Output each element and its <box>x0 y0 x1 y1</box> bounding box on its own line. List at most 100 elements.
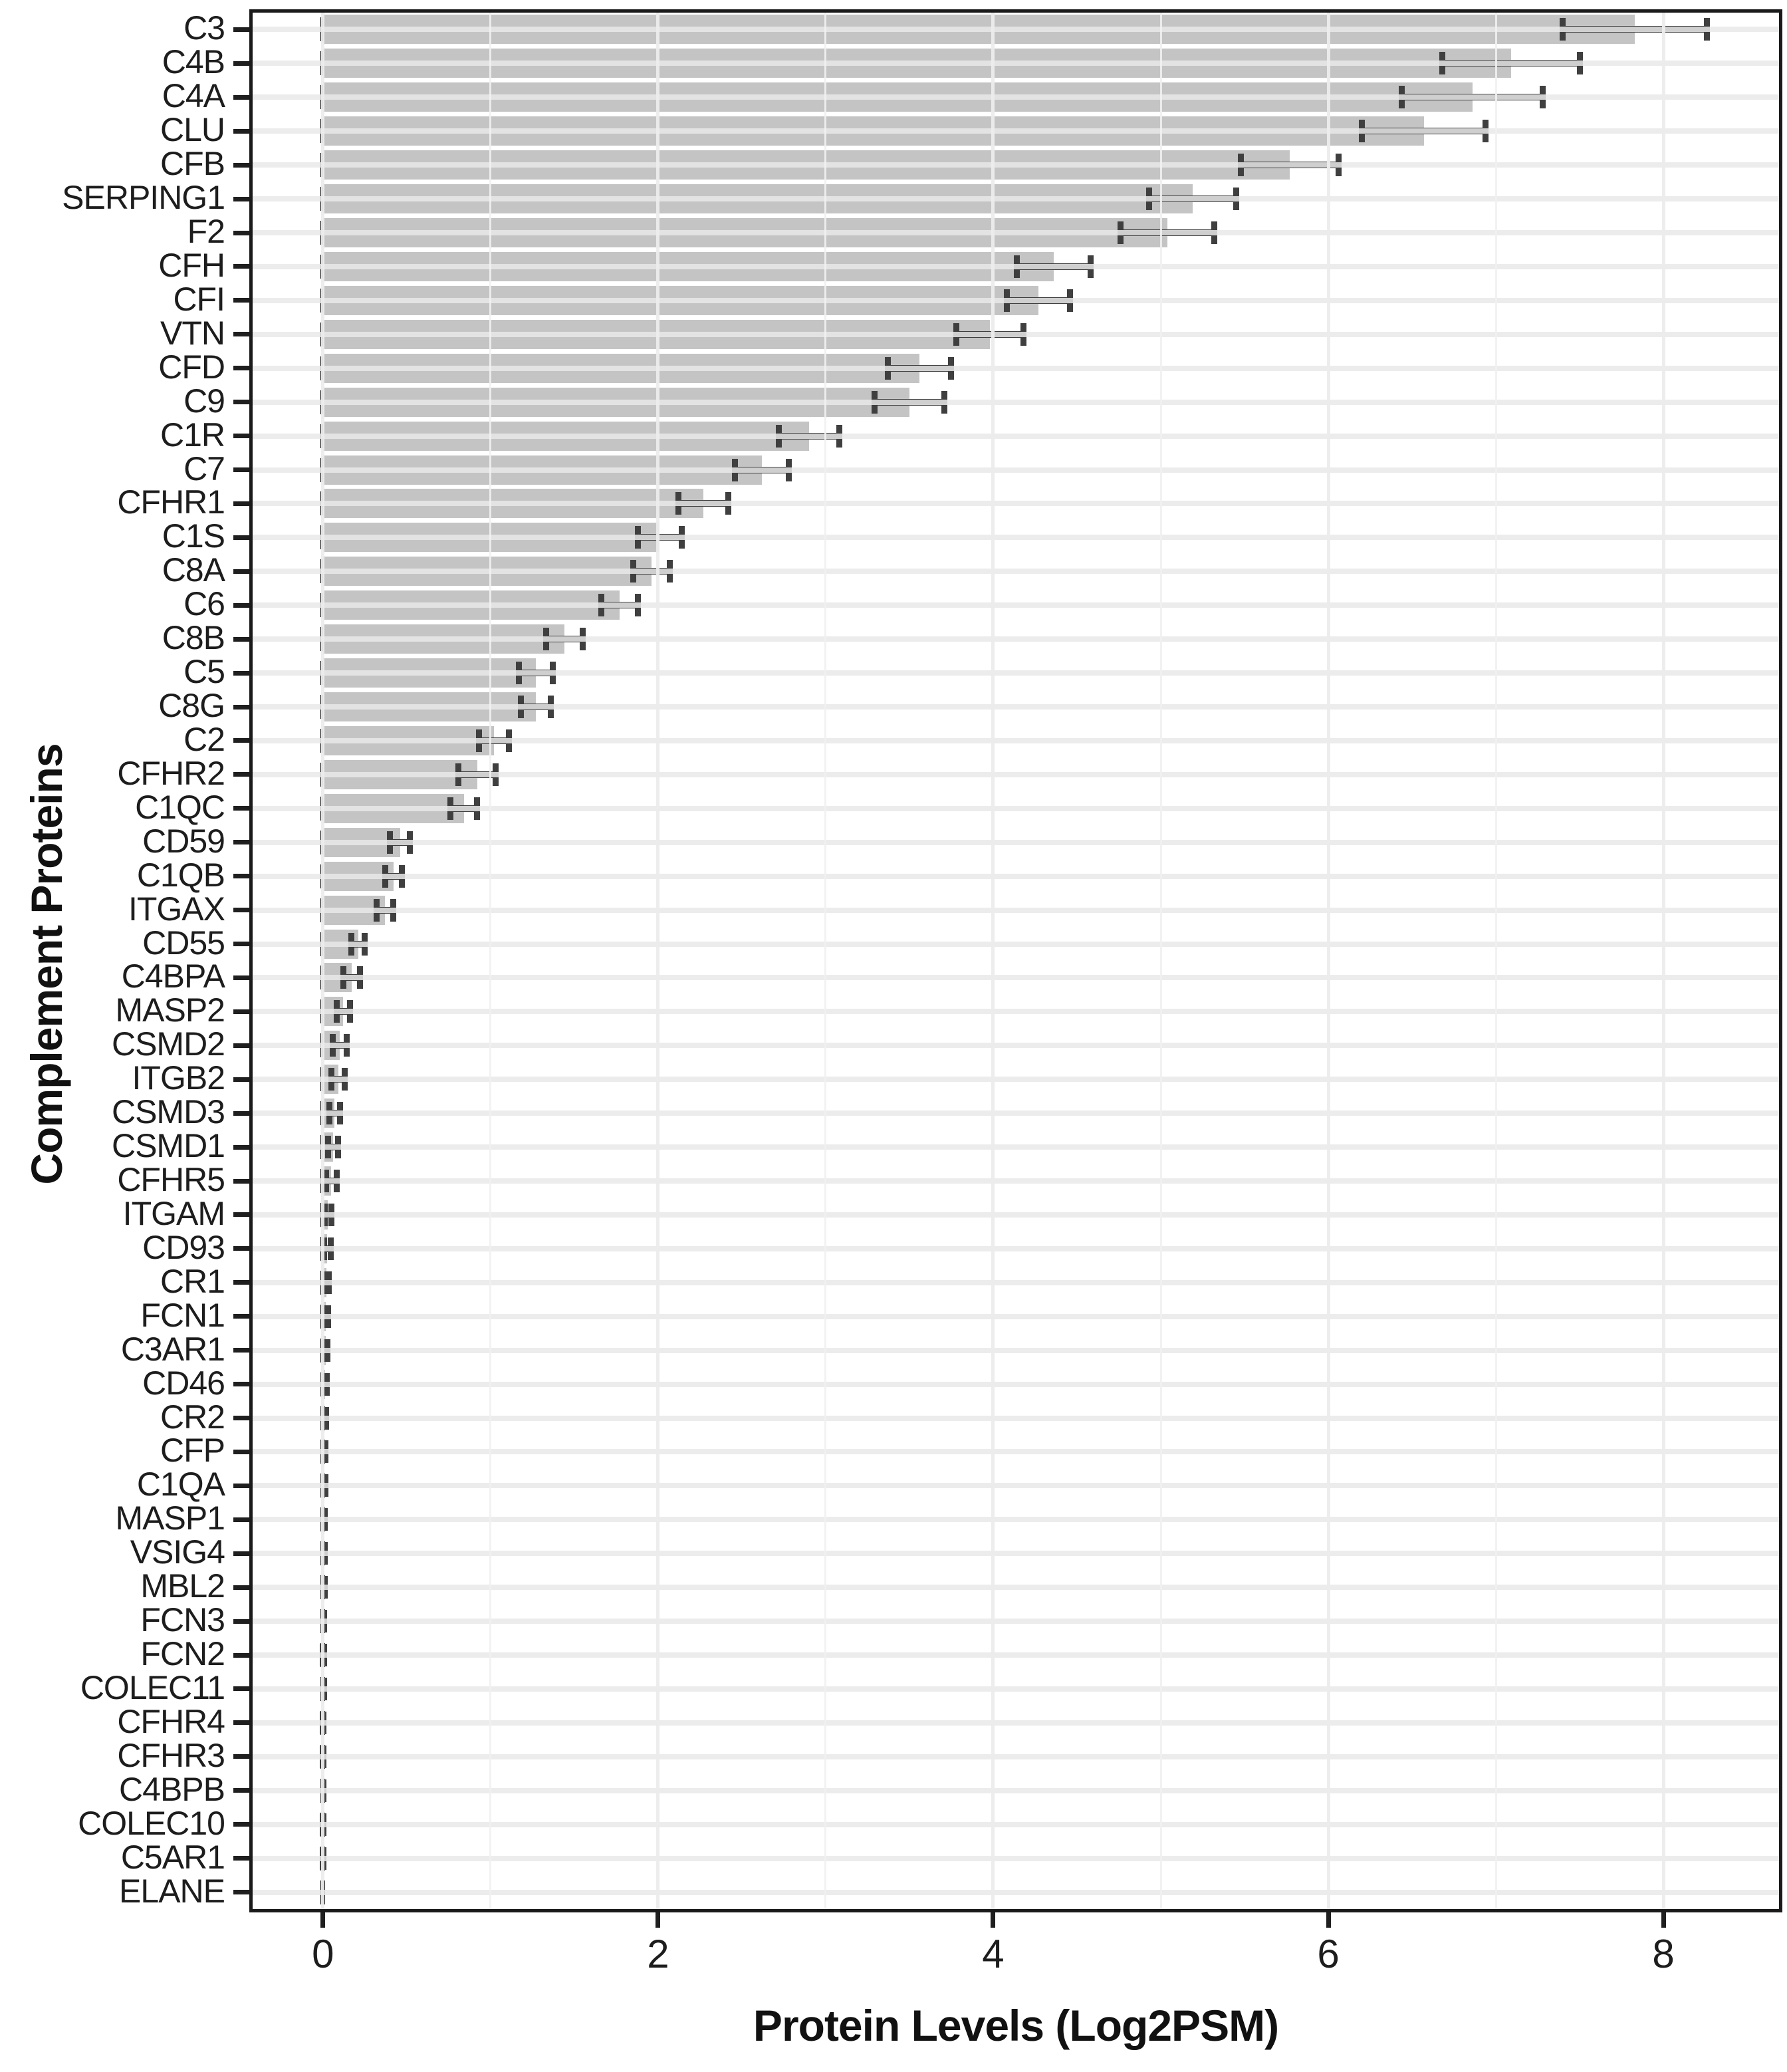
y-tick-mark <box>233 434 249 439</box>
y-tick-label: CFI <box>173 280 225 318</box>
y-tick-label: CSMD2 <box>111 1025 225 1063</box>
horizontal-gridline <box>253 771 1779 777</box>
horizontal-gridline <box>253 737 1779 743</box>
x-tick-mark <box>1661 1912 1666 1928</box>
horizontal-gridline <box>253 704 1779 710</box>
y-tick-label: CD59 <box>142 822 225 860</box>
y-tick-mark <box>233 738 249 743</box>
y-tick-label: C4BPB <box>119 1770 225 1808</box>
horizontal-gridline <box>253 1415 1779 1421</box>
y-tick-label: C1R <box>160 416 225 453</box>
horizontal-gridline <box>253 1889 1779 1895</box>
y-tick-mark <box>233 1551 249 1556</box>
horizontal-gridline <box>253 1279 1779 1285</box>
y-tick-label: C8A <box>162 551 225 589</box>
horizontal-gridline <box>253 433 1779 439</box>
y-tick-mark <box>233 1619 249 1624</box>
y-tick-mark <box>233 1585 249 1590</box>
horizontal-gridline <box>253 94 1779 100</box>
y-tick-mark <box>233 366 249 371</box>
horizontal-gridline <box>253 1787 1779 1793</box>
horizontal-gridline <box>253 61 1779 66</box>
horizontal-gridline <box>253 331 1779 337</box>
horizontal-gridline <box>253 636 1779 642</box>
horizontal-gridline <box>253 1347 1779 1353</box>
horizontal-gridline <box>253 1686 1779 1692</box>
horizontal-gridline <box>253 535 1779 541</box>
y-tick-label: C5AR1 <box>120 1838 225 1876</box>
y-tick-label: C8B <box>162 619 225 657</box>
horizontal-gridline <box>253 1178 1779 1184</box>
horizontal-gridline <box>253 399 1779 405</box>
y-tick-mark <box>233 670 249 676</box>
y-tick-label: FCN1 <box>140 1296 225 1334</box>
y-tick-label: COLEC10 <box>78 1804 225 1842</box>
y-tick-label: CLU <box>160 111 225 149</box>
y-tick-mark <box>233 840 249 845</box>
y-tick-mark <box>233 1822 249 1827</box>
y-tick-mark <box>233 1754 249 1759</box>
horizontal-gridline <box>253 1517 1779 1523</box>
horizontal-gridline <box>253 1043 1779 1049</box>
y-tick-mark <box>233 1178 249 1184</box>
horizontal-gridline <box>253 1009 1779 1015</box>
y-tick-mark <box>233 1110 249 1116</box>
horizontal-gridline <box>253 365 1779 371</box>
horizontal-gridline <box>253 1449 1779 1455</box>
horizontal-gridline <box>253 501 1779 507</box>
y-tick-label: MASP2 <box>115 991 225 1029</box>
y-tick-label: CFP <box>160 1432 225 1470</box>
y-tick-mark <box>233 94 249 100</box>
horizontal-gridline <box>253 805 1779 811</box>
horizontal-gridline <box>253 907 1779 913</box>
y-tick-label: CFD <box>158 348 225 386</box>
y-tick-mark <box>233 1212 249 1218</box>
y-tick-mark <box>233 636 249 642</box>
horizontal-gridline <box>253 1212 1779 1218</box>
y-tick-mark <box>233 1246 249 1251</box>
vertical-gridline-major <box>1661 13 1665 1909</box>
y-tick-label: CR2 <box>160 1398 225 1436</box>
vertical-gridline-minor <box>1494 13 1497 1909</box>
horizontal-gridline <box>253 975 1779 981</box>
x-tick-label: 2 <box>647 1932 669 1976</box>
y-tick-mark <box>233 569 249 574</box>
y-tick-label: CFHR3 <box>117 1736 225 1774</box>
y-tick-label: VTN <box>160 314 225 352</box>
y-tick-label: COLEC11 <box>80 1668 225 1706</box>
horizontal-gridline <box>253 162 1779 168</box>
horizontal-gridline <box>253 1110 1779 1116</box>
y-tick-label: C4B <box>162 43 225 81</box>
horizontal-gridline <box>253 1077 1779 1083</box>
y-tick-mark <box>233 704 249 710</box>
y-tick-label: C7 <box>183 450 225 487</box>
y-tick-mark <box>233 1652 249 1658</box>
horizontal-gridline <box>253 467 1779 473</box>
y-tick-label: C4BPA <box>121 958 225 995</box>
y-tick-mark <box>233 1720 249 1726</box>
horizontal-gridline <box>253 27 1779 33</box>
y-tick-mark <box>233 467 249 473</box>
horizontal-gridline <box>253 263 1779 269</box>
y-tick-mark <box>233 942 249 947</box>
y-tick-mark <box>233 1382 249 1387</box>
vertical-gridline-major <box>991 13 995 1909</box>
y-tick-label: VSIG4 <box>130 1533 225 1571</box>
y-tick-label: FCN3 <box>140 1601 225 1639</box>
gridline-layer <box>253 13 1779 1909</box>
y-tick-label: FCN2 <box>140 1635 225 1673</box>
y-tick-mark <box>233 908 249 913</box>
y-tick-label: C9 <box>183 382 225 420</box>
y-tick-label: CFHR1 <box>117 483 225 521</box>
horizontal-gridline <box>253 128 1779 134</box>
y-tick-label: MASP1 <box>115 1499 225 1537</box>
vertical-gridline-major <box>656 13 660 1909</box>
y-tick-mark <box>233 1009 249 1014</box>
x-tick-mark <box>320 1912 326 1928</box>
y-tick-label: F2 <box>187 213 225 251</box>
horizontal-gridline <box>253 1144 1779 1150</box>
y-tick-mark <box>233 1890 249 1895</box>
y-tick-mark <box>233 61 249 66</box>
y-tick-label: MBL2 <box>140 1567 225 1605</box>
vertical-gridline-minor <box>489 13 492 1909</box>
